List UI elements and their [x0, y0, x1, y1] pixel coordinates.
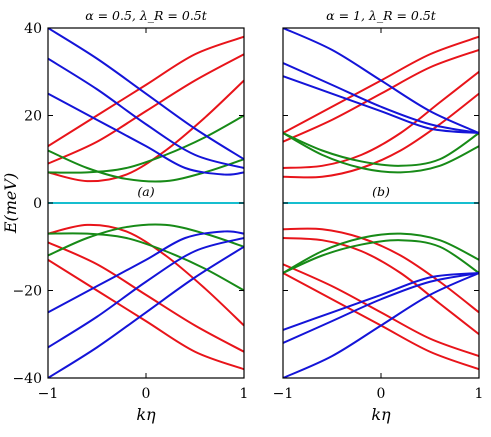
y-tick-label: −40 — [12, 371, 42, 387]
band-line-blue — [48, 28, 244, 161]
panel-a: α = 0.5, λ_R = 0.5t (a) −1 0 1−40−2002040 … — [1, 8, 248, 424]
band-line-red — [283, 92, 479, 179]
band-line-green — [48, 223, 244, 257]
band-line-green — [283, 239, 479, 274]
y-tick-label: 0 — [33, 196, 42, 212]
panel-b: α = 1, λ_R = 0.5t (b) −1 0 1 kη — [273, 8, 484, 424]
y-axis-label: E(meV) — [1, 173, 20, 234]
band-line-blue — [48, 237, 244, 349]
band-line-red — [283, 70, 479, 169]
band-line-green — [283, 132, 479, 167]
band-line-red — [48, 53, 244, 165]
band-line-green — [283, 232, 479, 274]
band-line-red — [283, 48, 479, 143]
band-line-red — [283, 35, 479, 134]
panel-a-title: α = 0.5, λ_R = 0.5t — [85, 8, 208, 23]
band-line-blue — [48, 92, 244, 176]
y-tick-label: −20 — [12, 284, 42, 300]
band-line-blue — [283, 272, 479, 331]
band-line-blue — [48, 57, 244, 169]
band-line-green — [48, 114, 244, 174]
band-line-blue — [283, 272, 479, 344]
panel-b-tag: (b) — [372, 184, 390, 199]
band-line-red — [283, 237, 479, 336]
x-tick-label: −1 — [273, 386, 294, 402]
panel-b-title: α = 1, λ_R = 0.5t — [326, 8, 437, 23]
band-line-red — [283, 272, 479, 371]
band-line-red — [48, 241, 244, 353]
band-line-blue — [283, 28, 479, 134]
x-tick-label: 1 — [240, 386, 249, 402]
band-line-blue — [283, 272, 479, 378]
band-line-blue — [283, 62, 479, 134]
y-tick-label: 20 — [24, 109, 42, 125]
band-line-green — [48, 149, 244, 183]
x-tick-label: −1 — [38, 386, 59, 402]
band-line-red — [283, 263, 479, 358]
panel-b-series — [283, 28, 479, 378]
band-line-red — [48, 223, 244, 327]
band-line-green — [283, 132, 479, 174]
band-line-red — [48, 35, 244, 147]
band-line-red — [48, 259, 244, 371]
panel-a-xlabel: kη — [136, 405, 156, 424]
band-line-red — [48, 79, 244, 183]
band-line-blue — [48, 230, 244, 314]
x-tick-label: 1 — [475, 386, 484, 402]
panel-b-xlabel: kη — [371, 405, 391, 424]
band-line-blue — [48, 245, 244, 378]
panel-a-ticks: −1 0 1 −40 −20 0 20 40 — [12, 21, 248, 402]
panel-a-series — [48, 28, 244, 378]
panel-a-tag: (a) — [137, 184, 154, 199]
band-line-green — [48, 232, 244, 292]
x-tick-label: 0 — [142, 386, 151, 402]
band-line-red — [283, 227, 479, 314]
x-tick-label: 0 — [377, 386, 386, 402]
band-line-blue — [283, 75, 479, 134]
y-tick-label: 40 — [24, 21, 42, 37]
panel-b-ticks: −1 0 1 — [273, 27, 484, 402]
